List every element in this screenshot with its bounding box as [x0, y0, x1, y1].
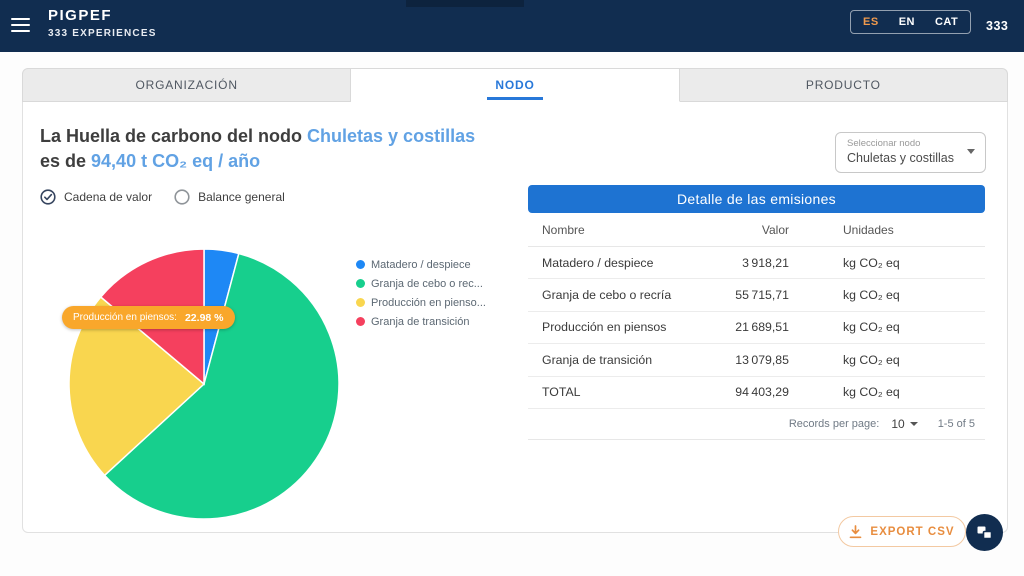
browser-shadow-artifact [406, 0, 524, 7]
brand-block: PIGPEF 333 EXPERIENCES [48, 7, 157, 39]
legend-label: Matadero / despiece [371, 258, 471, 271]
tab-bar: ORGANIZACIÓN NODO PRODUCTO [22, 68, 1008, 102]
cell-nombre: Producción en piensos [542, 320, 667, 335]
radio-unselected-icon [174, 189, 190, 205]
table-row: Granja de transición 13 079,85 kg CO₂ eq [528, 344, 985, 377]
tab-organización[interactable]: ORGANIZACIÓN [22, 68, 352, 102]
tooltip-label: Producción en piensos: [73, 312, 177, 323]
radio-label: Balance general [198, 190, 285, 204]
legend-label: Granja de cebo o rec... [371, 277, 483, 290]
table-row: Granja de cebo o recría 55 715,71 kg CO₂ e… [528, 279, 985, 312]
cell-unidades: kg CO₂ eq [843, 288, 900, 303]
node-select-label: Seleccionar nodo [847, 138, 921, 149]
app-title: PIGPEF [48, 7, 113, 24]
table-title: Detalle de las emisiones [528, 185, 985, 213]
pie-slice-granja-de-cebo-o-recr-a[interactable] [103, 252, 340, 520]
table-row: Matadero / despiece 3 918,21 kg CO₂ eq [528, 247, 985, 280]
view-mode-radio-group: Cadena de valor Balance general [40, 189, 285, 205]
records-per-page-select[interactable]: 10 [891, 416, 918, 431]
node-select[interactable]: Seleccionar nodo Chuletas y costillas [835, 132, 986, 173]
legend-item-granja-de-cebo-o-recr-a[interactable]: Granja de cebo o rec... [356, 274, 486, 293]
column-header-unidades: Unidades [843, 222, 894, 237]
radio-cadena-de-valor[interactable]: Cadena de valor [40, 189, 152, 205]
cell-unidades: kg CO₂ eq [843, 385, 900, 400]
cell-nombre: Matadero / despiece [542, 255, 654, 270]
heading-value: 94,40 t CO₂ eq / año [91, 151, 261, 171]
legend-item-producci-n-en-piensos[interactable]: Producción en pienso... [356, 293, 486, 312]
cell-nombre: Granja de cebo o recría [542, 288, 672, 303]
cell-unidades: kg CO₂ eq [843, 320, 900, 335]
node-tab-panel: La Huella de carbono del nodo Chuletas y… [22, 102, 1008, 551]
export-csv-button[interactable]: EXPORT CSV [838, 516, 966, 547]
column-header-valor: Valor [761, 222, 789, 237]
cell-valor: 13 079,85 [735, 352, 789, 367]
pie-svg [68, 248, 340, 520]
language-switcher: ES EN CAT [850, 10, 972, 34]
download-icon [850, 524, 862, 538]
app-subtitle: 333 EXPERIENCES [48, 28, 157, 39]
node-diagram-button[interactable] [966, 514, 1003, 551]
export-csv-label: EXPORT CSV [870, 525, 955, 538]
menu-icon[interactable] [11, 18, 30, 33]
language-button-en[interactable]: EN [898, 16, 915, 28]
emissions-detail-table: Detalle de las emisiones Nombre Valor Un… [528, 185, 985, 440]
legend-item-matadero-despiece[interactable]: Matadero / despiece [356, 255, 486, 274]
language-button-es[interactable]: ES [863, 16, 879, 28]
radio-balance-general[interactable]: Balance general [174, 189, 285, 205]
table-row: Producción en piensos 21 689,51 kg CO₂ eq [528, 312, 985, 345]
legend-color-dot [356, 279, 365, 288]
legend-color-dot [356, 260, 365, 269]
heading-node-name: Chuletas y costillas [307, 126, 476, 146]
chart-legend: Matadero / despiece Granja de cebo o rec.… [356, 255, 486, 331]
header-count-badge: 333 [986, 19, 1009, 33]
legend-color-dot [356, 298, 365, 307]
column-header-nombre: Nombre [542, 222, 585, 237]
language-button-cat[interactable]: CAT [934, 16, 959, 28]
cell-unidades: kg CO₂ eq [843, 352, 900, 367]
legend-color-dot [356, 317, 365, 326]
radio-selected-icon [40, 189, 56, 205]
legend-item-granja-de-transici-n[interactable]: Granja de transición [356, 312, 486, 331]
records-per-page-value: 10 [891, 416, 905, 431]
nodes-icon [977, 526, 993, 540]
legend-label: Producción en pienso... [371, 296, 486, 309]
main-card: ORGANIZACIÓN NODO PRODUCTO La Huella de ca… [22, 68, 1008, 551]
heading-prefix: La Huella de carbono del nodo [40, 126, 308, 146]
radio-label: Cadena de valor [64, 190, 153, 204]
tab-producto[interactable]: PRODUCTO [679, 68, 1008, 102]
cell-unidades: kg CO₂ eq [843, 255, 900, 270]
tooltip-value: 22.98 % [184, 311, 224, 324]
table-pagination: Records per page: 10 1-5 of 5 [528, 409, 985, 440]
cell-nombre: TOTAL [542, 385, 581, 400]
emissions-pie-chart [64, 244, 344, 524]
app-header: PIGPEF 333 EXPERIENCES ES EN CAT 333 [0, 0, 1024, 52]
node-select-value: Chuletas y costillas [847, 151, 954, 165]
page-title: La Huella de carbono del nodo Chuletas y… [40, 124, 540, 174]
cell-valor: 3 918,21 [742, 255, 789, 270]
records-per-page-label: Records per page: [788, 417, 880, 430]
legend-label: Granja de transición [371, 315, 470, 328]
cell-valor: 55 715,71 [735, 288, 789, 303]
table-body: Matadero / despiece 3 918,21 kg CO₂ eq Gran… [528, 247, 985, 409]
pagination-range: 1-5 of 5 [937, 417, 975, 430]
chevron-down-icon [909, 421, 918, 426]
cell-valor: 94 403,29 [735, 385, 789, 400]
tab-nodo[interactable]: NODO [351, 68, 680, 102]
cell-nombre: Granja de transición [542, 352, 653, 367]
table-row: TOTAL 94 403,29 kg CO₂ eq [528, 377, 985, 409]
cell-valor: 21 689,51 [735, 320, 789, 335]
chevron-down-icon [967, 149, 975, 154]
table-header-row: Nombre Valor Unidades [528, 213, 985, 247]
chart-tooltip: Producción en piensos: 22.98 % [62, 306, 235, 329]
heading-middle: es de [40, 151, 92, 171]
